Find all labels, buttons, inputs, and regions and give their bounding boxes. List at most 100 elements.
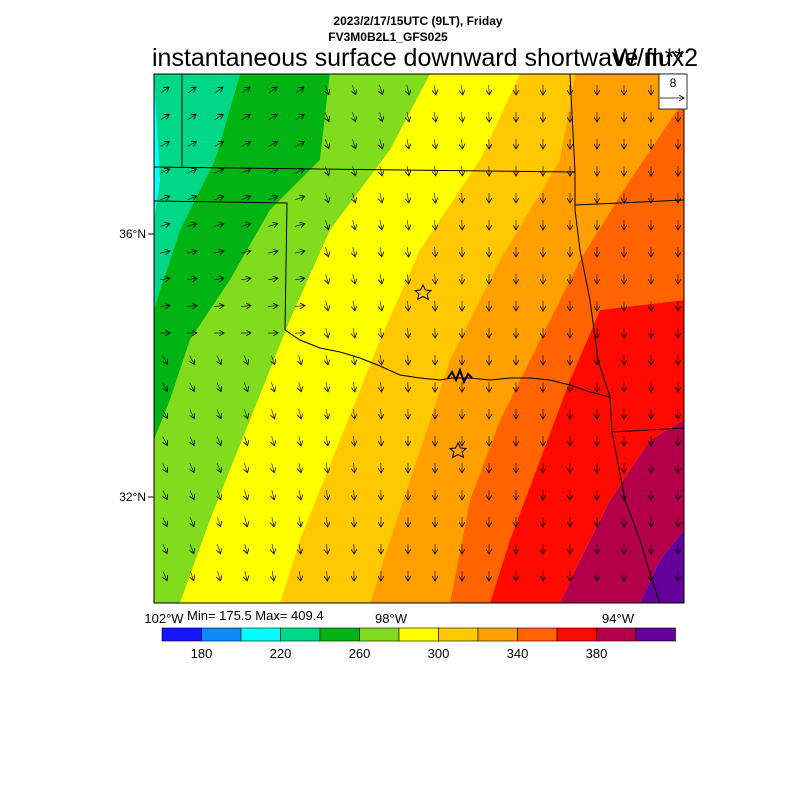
- wind-vector: [186, 306, 197, 307]
- colorbar-swatch: [477, 627, 518, 642]
- wind-vector: [217, 544, 220, 554]
- wind-vector: [353, 247, 355, 257]
- wind-vector: [214, 87, 223, 94]
- wind-vector: [244, 409, 247, 418]
- colorbar-swatch: [319, 627, 360, 642]
- wind-vector: [217, 463, 221, 472]
- wind-vector: [187, 251, 197, 253]
- wind-vector: [160, 196, 169, 200]
- wind-vector: [241, 224, 251, 227]
- field-band: [560, 420, 684, 603]
- wind-vector: [160, 87, 169, 94]
- wind-vector: [245, 571, 247, 581]
- wind-vector: [190, 409, 194, 419]
- wind-vector: [268, 251, 278, 253]
- wind-vector: [163, 544, 167, 553]
- stats-text: Min= 175.5 Max= 409.4: [187, 608, 324, 623]
- colorbar-swatch: [240, 627, 281, 642]
- field-band: [154, 74, 240, 310]
- wind-vector: [241, 196, 250, 200]
- colorbar-labels: 180 220 260 300 340 380: [191, 646, 608, 661]
- wind-vector: [325, 85, 329, 94]
- wind-vector: [299, 490, 301, 500]
- wind-vector: [435, 219, 436, 230]
- shortwave-field: [154, 74, 684, 603]
- wind-vector: [325, 193, 328, 202]
- colorbar-swatch: [398, 627, 439, 642]
- svg-text:8: 8: [670, 76, 677, 90]
- wind-vector: [163, 463, 168, 473]
- wind-vector: [241, 142, 251, 147]
- colorbar: [161, 627, 676, 642]
- wind-vector: [408, 354, 409, 365]
- wind-vector: [435, 246, 436, 257]
- wind-vector: [244, 436, 247, 445]
- wind-vector: [159, 306, 170, 307]
- wind-vector: [213, 306, 224, 307]
- wind-vector: [352, 85, 355, 94]
- wind-vector: [299, 463, 301, 473]
- colorbar-label: 180: [191, 646, 213, 661]
- wind-vector: [325, 166, 328, 175]
- wind-vector: [271, 382, 274, 392]
- wind-vector: [217, 409, 221, 418]
- wind-vector: [190, 544, 194, 553]
- wind-vector: [381, 408, 382, 419]
- wind-vector: [295, 196, 304, 200]
- wind-vector: [407, 85, 409, 95]
- wind-vector: [327, 543, 328, 554]
- wind-vector: [326, 301, 329, 311]
- wind-vector: [489, 84, 490, 95]
- wind-vector: [214, 142, 224, 147]
- city-star-marker: [413, 283, 433, 301]
- lon-label-94w: 94°W: [602, 611, 635, 626]
- wind-vector: [160, 169, 169, 173]
- wind-vector: [380, 112, 383, 122]
- wind-vector: [326, 247, 329, 257]
- wind-vector: [407, 166, 409, 176]
- wind-vector: [299, 517, 301, 527]
- wind-vector: [244, 463, 247, 473]
- colorbar-label: 300: [428, 646, 450, 661]
- wind-vector: [326, 516, 327, 527]
- wind-vector: [272, 490, 274, 500]
- wind-vector: [160, 114, 169, 120]
- wind-vector: [326, 382, 328, 392]
- wind-vector: [187, 114, 196, 120]
- wind-vector: [160, 142, 170, 147]
- wind-vector: [214, 169, 223, 173]
- wind-vector: [295, 278, 305, 280]
- plot-units: W/m**2: [613, 44, 698, 72]
- wind-vector: [268, 169, 277, 173]
- colorbar-swatch: [556, 627, 597, 642]
- wind-vector: [326, 489, 327, 500]
- wind-vector: [407, 193, 409, 203]
- wind-vector: [268, 224, 278, 227]
- wind-vector: [241, 114, 250, 120]
- wind-vector: [380, 327, 381, 338]
- wind-vector: [295, 251, 305, 253]
- wind-vector: [240, 306, 251, 307]
- wind-vector: [217, 436, 221, 445]
- wind-vector: [245, 517, 248, 527]
- wind-vector: [272, 436, 275, 446]
- lon-label-102w: 102°W: [144, 611, 184, 626]
- wind-vector: [353, 193, 356, 203]
- wind-vector: [163, 571, 167, 580]
- wind-vector: [299, 544, 301, 554]
- colorbar-label: 380: [586, 646, 608, 661]
- field-band: [180, 74, 520, 603]
- wind-vector: [214, 278, 224, 280]
- wind-vector: [190, 436, 194, 446]
- colorbar-swatch: [596, 627, 637, 642]
- wind-vector: [245, 490, 248, 500]
- wind-vector: [217, 517, 220, 526]
- wind-vector: [268, 196, 277, 200]
- wind-vector: [381, 381, 382, 392]
- wind-vector: [299, 382, 302, 392]
- field-band: [370, 74, 684, 603]
- wind-vector: [268, 142, 278, 147]
- wind-vector: [353, 382, 355, 392]
- wind-vector: [162, 382, 168, 392]
- colorbar-swatch: [161, 627, 202, 642]
